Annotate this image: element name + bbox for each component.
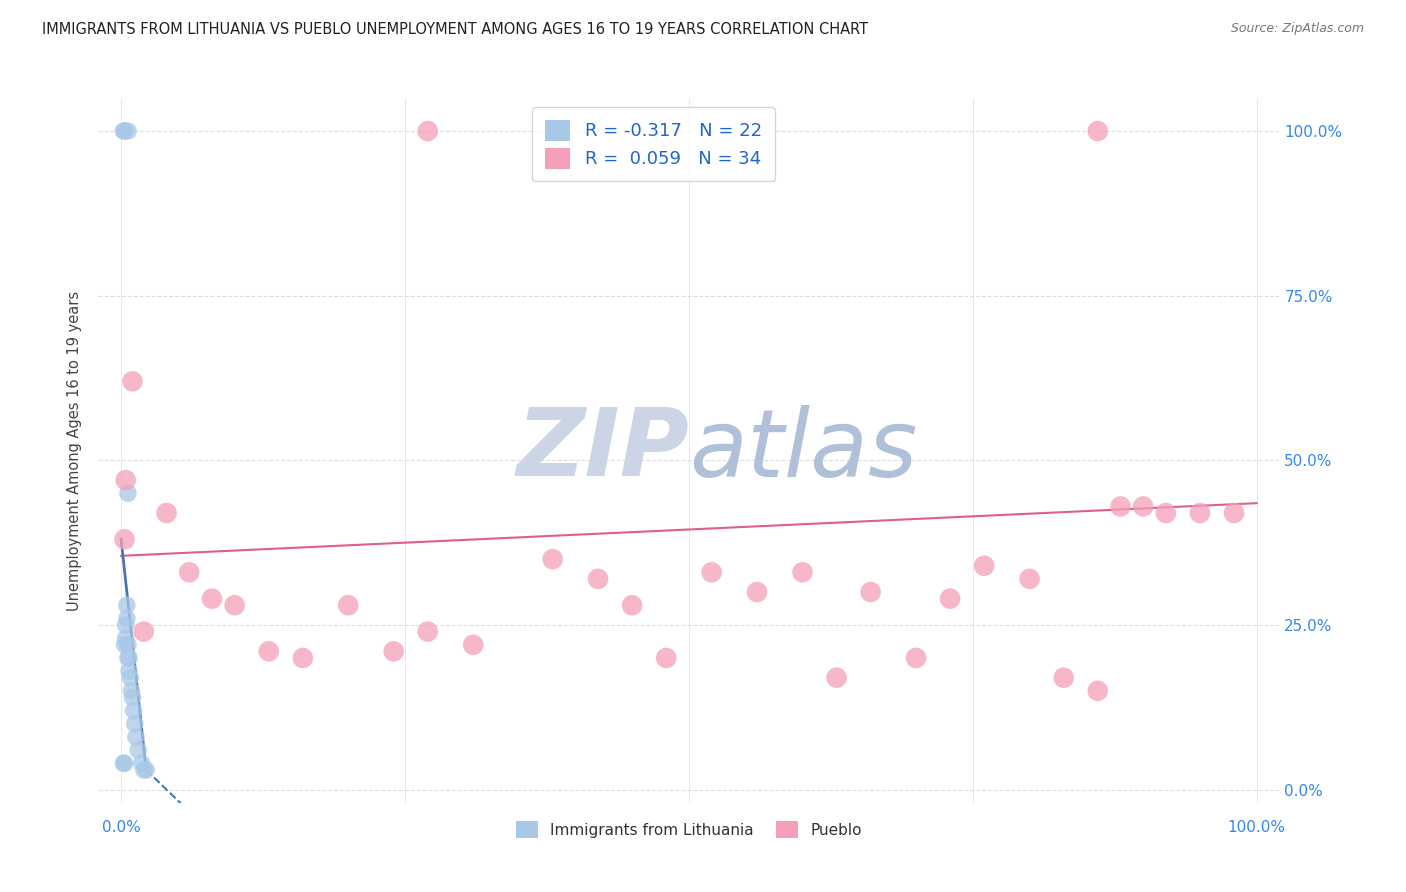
Point — [905, 651, 928, 665]
Point — [112, 756, 135, 771]
Text: 0.0%: 0.0% — [101, 821, 141, 836]
Point — [118, 664, 141, 678]
Point — [112, 124, 135, 138]
Point — [1018, 572, 1040, 586]
Point — [224, 599, 246, 613]
Point — [131, 756, 153, 771]
Point — [700, 566, 723, 580]
Point — [125, 730, 148, 744]
Point — [792, 566, 814, 580]
Point — [114, 638, 136, 652]
Point — [114, 631, 136, 645]
Y-axis label: Unemployment Among Ages 16 to 19 years: Unemployment Among Ages 16 to 19 years — [67, 291, 83, 610]
Point — [541, 552, 564, 566]
Legend: Immigrants from Lithuania, Pueblo: Immigrants from Lithuania, Pueblo — [510, 814, 868, 845]
Point — [132, 763, 155, 777]
Text: atlas: atlas — [689, 405, 917, 496]
Point — [115, 611, 138, 625]
Point — [463, 638, 485, 652]
Point — [973, 558, 995, 573]
Point — [120, 683, 142, 698]
Point — [825, 671, 848, 685]
Point — [114, 618, 136, 632]
Point — [1087, 683, 1109, 698]
Point — [114, 124, 136, 138]
Point — [132, 624, 155, 639]
Point — [939, 591, 962, 606]
Point — [179, 566, 201, 580]
Point — [655, 651, 678, 665]
Text: IMMIGRANTS FROM LITHUANIA VS PUEBLO UNEMPLOYMENT AMONG AGES 16 TO 19 YEARS CORRE: IMMIGRANTS FROM LITHUANIA VS PUEBLO UNEM… — [42, 22, 869, 37]
Point — [416, 624, 439, 639]
Point — [155, 506, 177, 520]
Point — [1188, 506, 1211, 520]
Point — [337, 599, 360, 613]
Point — [135, 763, 157, 777]
Point — [257, 644, 280, 658]
Text: ZIP: ZIP — [516, 404, 689, 497]
Point — [118, 651, 141, 665]
Point — [1053, 671, 1076, 685]
Point — [127, 743, 149, 757]
Point — [1223, 506, 1246, 520]
Point — [586, 572, 609, 586]
Point — [114, 473, 136, 487]
Point — [1087, 124, 1109, 138]
Point — [124, 716, 146, 731]
Point — [121, 690, 143, 705]
Point — [745, 585, 768, 599]
Point — [117, 651, 139, 665]
Point — [621, 599, 644, 613]
Point — [117, 124, 139, 138]
Point — [114, 756, 136, 771]
Point — [382, 644, 405, 658]
Text: 100.0%: 100.0% — [1227, 821, 1285, 836]
Text: Source: ZipAtlas.com: Source: ZipAtlas.com — [1230, 22, 1364, 36]
Point — [201, 591, 224, 606]
Point — [416, 124, 439, 138]
Point — [115, 599, 138, 613]
Point — [121, 374, 143, 388]
Point — [859, 585, 882, 599]
Point — [1154, 506, 1177, 520]
Point — [122, 704, 145, 718]
Point — [120, 671, 142, 685]
Point — [291, 651, 314, 665]
Point — [1109, 500, 1132, 514]
Point — [1132, 500, 1154, 514]
Point — [114, 533, 136, 547]
Point — [117, 486, 139, 500]
Point — [117, 638, 139, 652]
